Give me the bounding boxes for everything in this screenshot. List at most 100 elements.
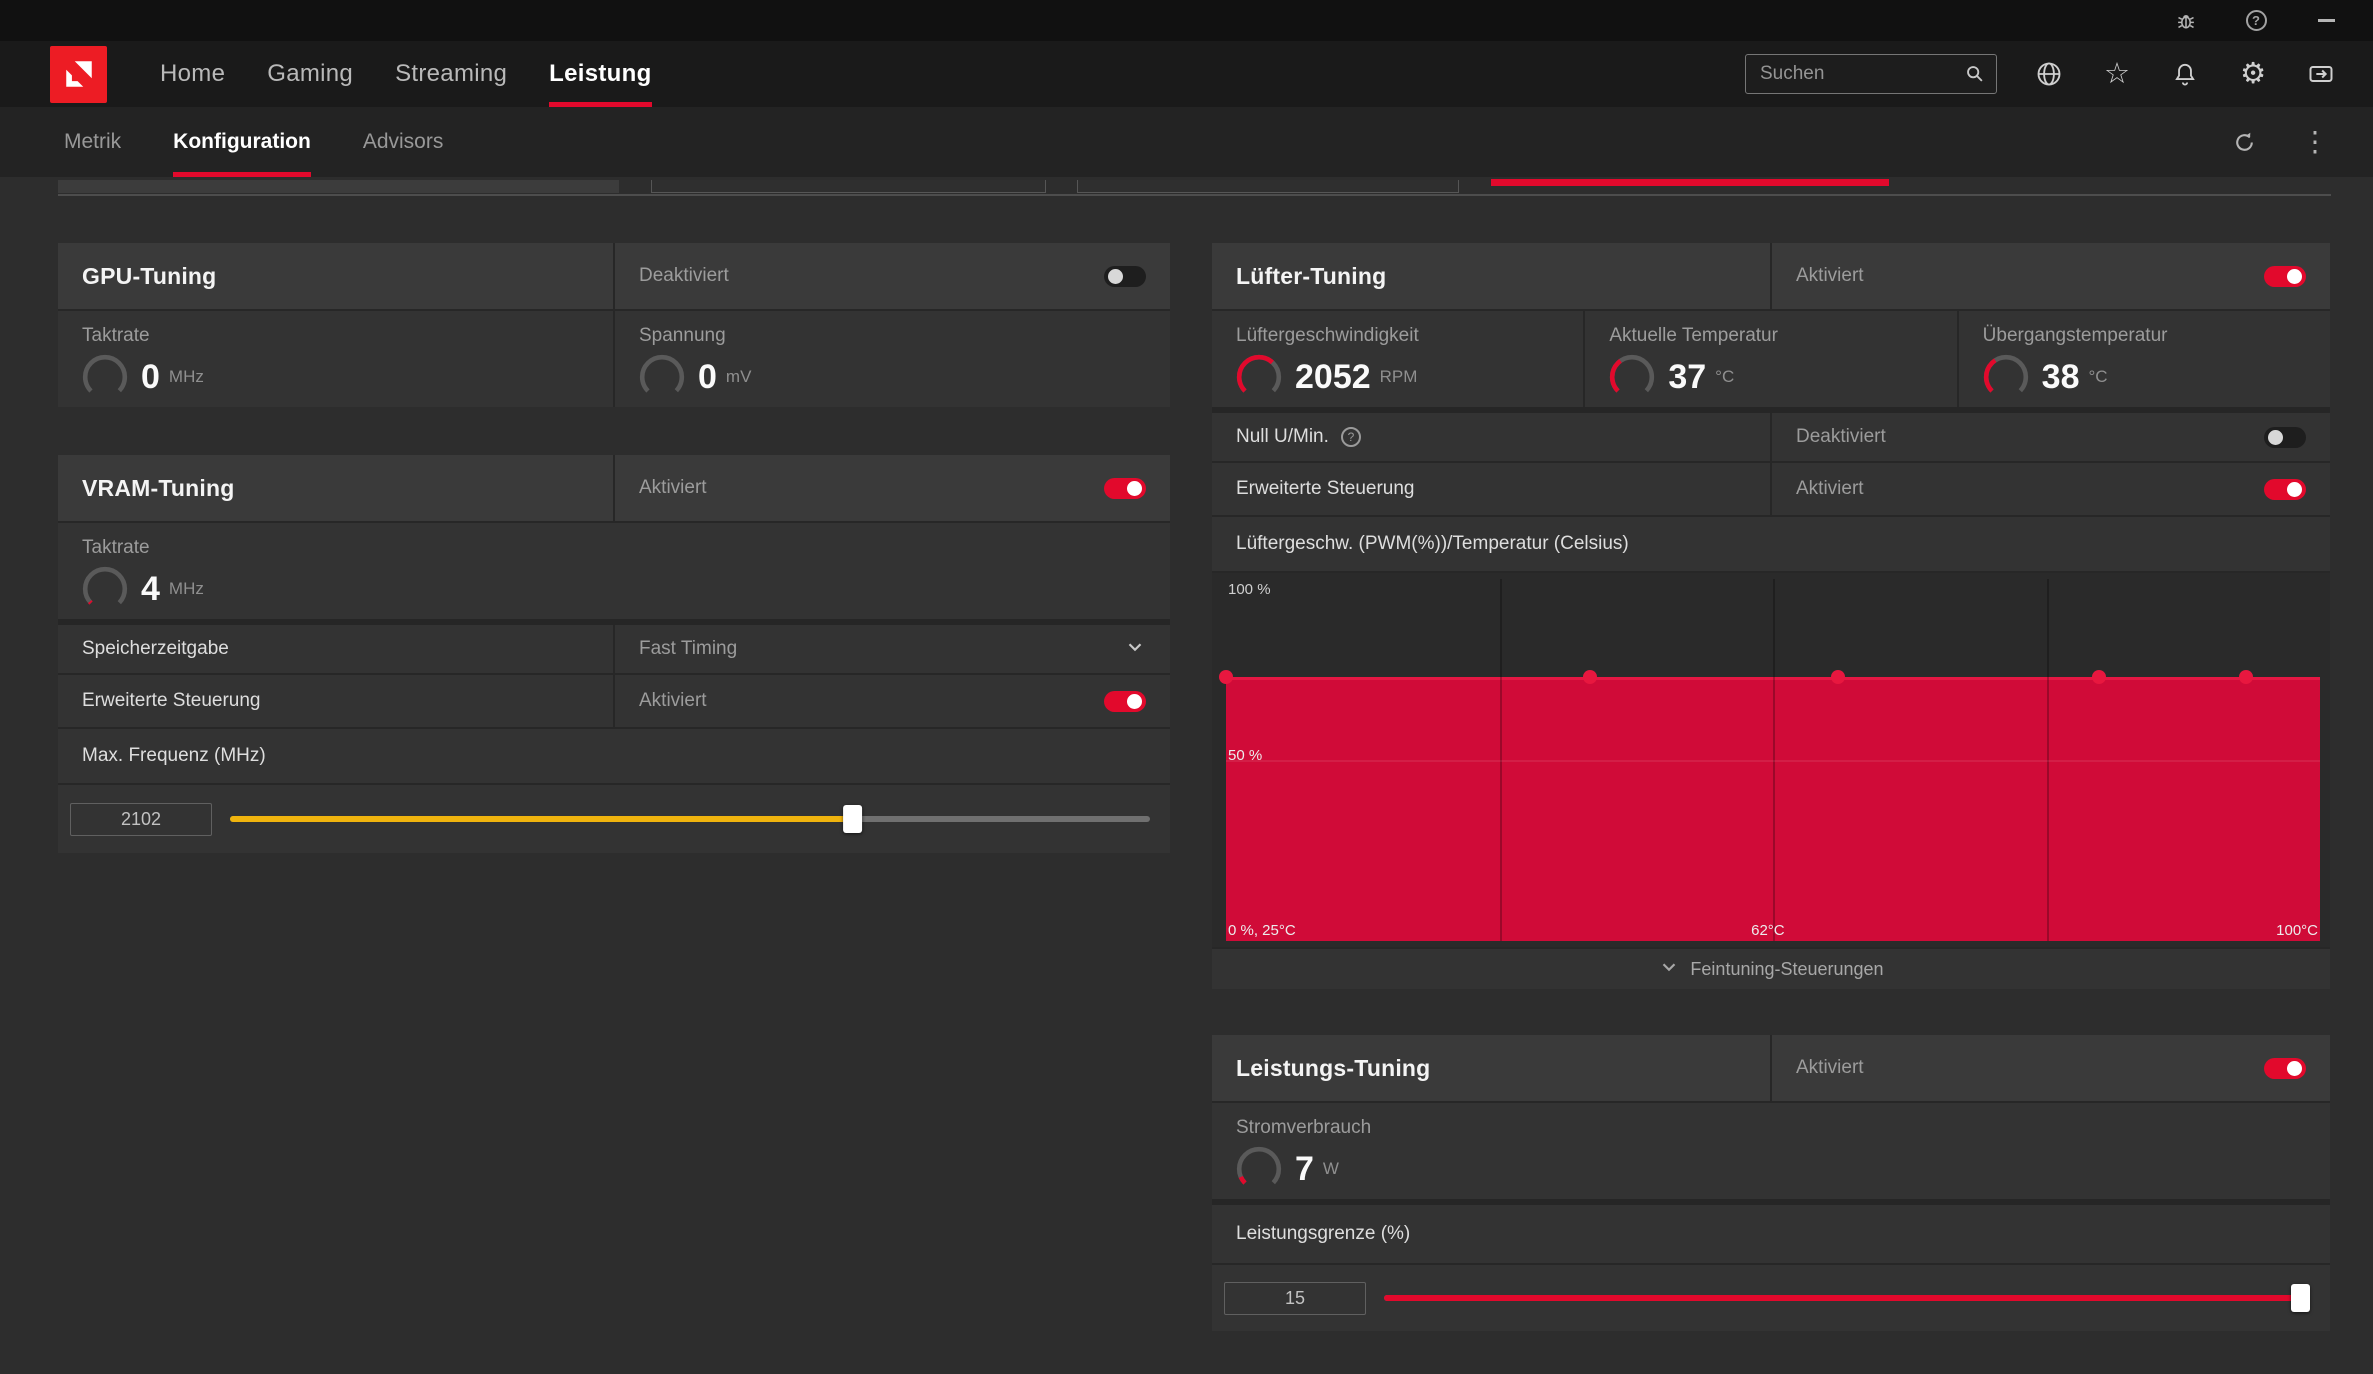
state-label: Aktiviert: [1796, 265, 1864, 286]
nav-gaming[interactable]: Gaming: [267, 60, 354, 87]
metric-label: Übergangstemperatur: [1982, 325, 2168, 346]
metric-label: Taktrate: [82, 325, 150, 346]
search-box[interactable]: [1745, 54, 1997, 94]
metric-label: Stromverbrauch: [1236, 1117, 1372, 1138]
nav-leistung[interactable]: Leistung: [549, 41, 652, 107]
preset-tab-remnant[interactable]: [651, 180, 1046, 193]
state-label: Aktiviert: [1796, 478, 1864, 499]
tab-konfiguration[interactable]: Konfiguration: [173, 107, 311, 177]
x-axis-label: 0 %, 25°C: [1228, 922, 1296, 939]
gridline: [2046, 579, 2049, 941]
amd-logo[interactable]: [50, 45, 107, 103]
metric-label: Spannung: [639, 325, 726, 346]
metric-unit: RPM: [1379, 367, 1418, 386]
row-label: Erweiterte Steuerung: [82, 690, 261, 711]
metric-unit: W: [1322, 1159, 1339, 1178]
max-frequency-slider[interactable]: [230, 802, 1150, 836]
tab-metrik[interactable]: Metrik: [64, 130, 122, 153]
section-divider: [58, 194, 2331, 196]
metric-unit: MHz: [168, 579, 204, 598]
search-input[interactable]: [1760, 63, 1964, 85]
minimize-icon[interactable]: [2313, 8, 2339, 34]
gauge-icon: [639, 354, 685, 400]
metric-label: Taktrate: [82, 537, 150, 558]
nav-home[interactable]: Home: [160, 60, 226, 87]
fan-curve-point[interactable]: [1830, 669, 1845, 684]
gridline: [1499, 579, 1502, 941]
fan-advanced-row: Erweiterte Steuerung Aktiviert: [1212, 461, 2330, 515]
metric-value: 0: [698, 358, 717, 396]
vram-tuning-toggle[interactable]: [1104, 477, 1146, 499]
current-temp-metric: Aktuelle Temperatur 37 °C: [1583, 311, 1956, 407]
fan-curve-point[interactable]: [2092, 669, 2106, 684]
fan-speed-metric: Lüftergeschwindigkeit 2052 RPM: [1212, 311, 1583, 407]
chart-title: Lüftergeschw. (PWM(%))/Temperatur (Celsi…: [1236, 533, 1629, 554]
help-glyph: ?: [1347, 430, 1355, 444]
expander-label: Feintuning-Steuerungen: [1690, 958, 1884, 979]
help-icon[interactable]: ?: [1340, 427, 1361, 447]
search-icon[interactable]: [1964, 63, 1986, 85]
y-axis-label: 50 %: [1228, 747, 1263, 765]
power-limit-slider[interactable]: [1384, 1281, 2310, 1315]
slider-thumb[interactable]: [2291, 1284, 2310, 1312]
metric-value: 0: [141, 358, 160, 396]
tuning-content: GPU-Tuning Deaktiviert Taktrate: [0, 196, 2373, 1331]
fan-advanced-toggle[interactable]: [2264, 478, 2306, 500]
globe-icon[interactable]: [2033, 58, 2065, 90]
max-frequency-label-row: Max. Frequenz (MHz): [58, 727, 1170, 783]
gpu-tuning-toggle[interactable]: [1104, 265, 1146, 287]
titlebar: ?: [0, 0, 2373, 41]
fan-curve-point[interactable]: [1219, 669, 1233, 684]
power-limit-value-box[interactable]: 15: [1224, 1281, 1366, 1315]
preset-tab-remnant[interactable]: [1077, 180, 1459, 193]
row-label: Erweiterte Steuerung: [1236, 478, 1415, 499]
gear-icon[interactable]: ⚙: [2240, 57, 2266, 90]
x-axis-label: 62°C: [1751, 922, 1785, 939]
metric-label: Aktuelle Temperatur: [1609, 325, 1778, 346]
junction-temp-metric: Übergangstemperatur 38 °C: [1956, 311, 2330, 407]
power-tuning-card: Leistungs-Tuning Aktiviert Stromverbrauc…: [1212, 1035, 2330, 1331]
vram-advanced-row: Erweiterte Steuerung Aktiviert: [58, 673, 1170, 727]
fan-curve-point[interactable]: [1583, 669, 1598, 684]
row-label: Speicherzeitgabe: [82, 638, 229, 659]
gauge-icon: [1236, 1146, 1282, 1192]
scrolled-preset-row-remnant: [0, 179, 2373, 193]
state-label: Deaktiviert: [1796, 426, 1886, 447]
star-icon[interactable]: ☆: [2104, 57, 2130, 90]
state-label: Aktiviert: [639, 690, 707, 711]
power-tuning-toggle[interactable]: [2264, 1057, 2306, 1079]
gridline: [1226, 760, 2320, 762]
memory-timing-dropdown[interactable]: Fast Timing: [613, 625, 1170, 673]
metric-unit: MHz: [168, 367, 204, 386]
help-circle: ?: [2245, 10, 2267, 31]
performance-subnav: Metrik Konfiguration Advisors ⋮: [0, 107, 2373, 177]
frequency-value-box[interactable]: 2102: [70, 802, 212, 836]
gpu-voltage-metric: Spannung 0 mV: [613, 311, 1170, 407]
zero-rpm-toggle[interactable]: [2264, 426, 2306, 448]
fan-curve-point[interactable]: [2238, 669, 2253, 684]
state-label: Aktiviert: [639, 477, 707, 498]
reset-icon[interactable]: [2232, 130, 2257, 155]
more-options-icon[interactable]: ⋮: [2301, 126, 2329, 157]
card-title: VRAM-Tuning: [82, 474, 235, 501]
slider-thumb[interactable]: [842, 805, 862, 833]
vram-advanced-toggle[interactable]: [1104, 690, 1146, 712]
gridline: [1773, 579, 1775, 941]
state-label: Deaktiviert: [639, 265, 729, 286]
fan-tuning-toggle[interactable]: [2264, 265, 2306, 287]
gauge-icon: [1236, 354, 1282, 400]
bell-icon[interactable]: [2169, 58, 2201, 90]
amd-link-icon[interactable]: [2305, 58, 2337, 90]
zero-rpm-row: Null U/Min. ? Deaktiviert: [1212, 407, 2330, 461]
card-title: Leistungs-Tuning: [1236, 1054, 1431, 1081]
fine-tuning-expander[interactable]: Feintuning-Steuerungen: [1212, 947, 2330, 989]
card-title: GPU-Tuning: [82, 262, 217, 289]
help-icon[interactable]: ?: [2243, 8, 2269, 34]
bug-report-icon[interactable]: [2173, 8, 2199, 34]
tab-advisors[interactable]: Advisors: [362, 130, 444, 153]
preset-tab-remnant[interactable]: [58, 180, 619, 193]
preset-tab-active-underline: [1491, 179, 1889, 186]
gpu-tuning-card: GPU-Tuning Deaktiviert Taktrate: [58, 243, 1170, 407]
fan-curve-plot[interactable]: 100 % 50 % 0 %, 25°C 62°C 100°C: [1219, 579, 2320, 941]
nav-streaming[interactable]: Streaming: [395, 60, 508, 87]
